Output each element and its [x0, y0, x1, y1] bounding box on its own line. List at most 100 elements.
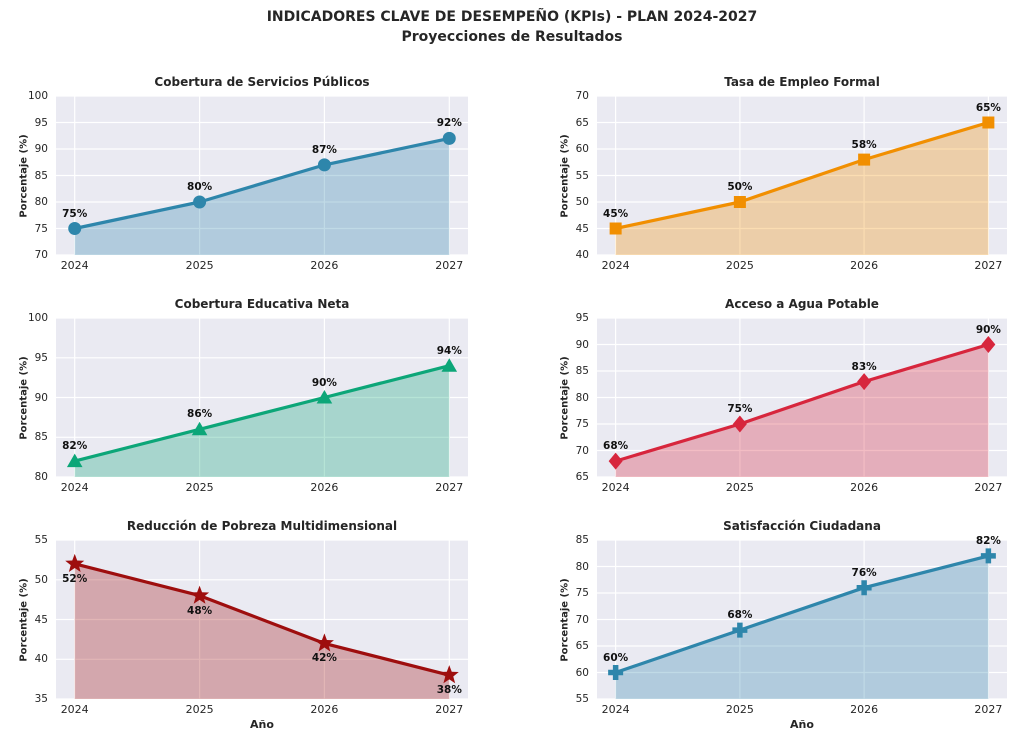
x-tick-label: 2025 [185, 259, 214, 272]
value-annotation: 42% [311, 652, 337, 665]
area-fill [74, 563, 450, 699]
star-marker [190, 585, 210, 604]
x-tick-label: 2027 [435, 703, 464, 716]
y-tick-label: 80 [575, 391, 589, 404]
y-tick-label: 40 [575, 249, 589, 261]
y-tick-label: 80 [34, 196, 48, 208]
subplot-5: Reducción de Pobreza Multidimensional Por… [19, 519, 468, 731]
y-tick-label: 40 [34, 653, 48, 666]
y-tick-label: 65 [575, 640, 589, 652]
value-annotation: 87% [311, 143, 337, 156]
subplot-title: Satisfacción Ciudadana [723, 519, 881, 533]
circle-marker [317, 158, 331, 172]
trend-line [614, 554, 990, 675]
x-tick-label: 2025 [725, 481, 754, 494]
y-tick-label: 75 [575, 418, 589, 430]
square-marker [609, 222, 622, 235]
value-annotation: 75% [62, 207, 88, 220]
x-tick-label: 2024 [601, 481, 630, 494]
value-annotation: 83% [851, 360, 877, 373]
y-tick-label: 75 [575, 587, 589, 599]
diamond-marker [608, 452, 623, 470]
value-annotation: 76% [851, 566, 877, 579]
y-tick-label: 45 [34, 613, 48, 626]
y-tick-label: 50 [575, 196, 589, 208]
square-marker [982, 116, 995, 129]
x-tick-label: 2027 [974, 481, 1003, 494]
figure-title-line2: Proyecciones de Resultados [401, 29, 623, 46]
x-tick-label: 2025 [725, 259, 754, 272]
subplot-canvas [597, 96, 1007, 255]
y-tick-label: 95 [575, 312, 589, 324]
x-tick-label: 2027 [435, 481, 464, 494]
value-annotation: 60% [603, 651, 629, 664]
y-tick-label: 55 [575, 693, 589, 705]
trend-line [73, 562, 451, 677]
y-tick-label: 80 [575, 560, 589, 573]
trend-line [614, 342, 990, 463]
y-tick-label: 70 [34, 249, 48, 261]
value-annotation: 82% [975, 534, 1001, 547]
subplot-3: Cobertura Educativa Neta Porcentaje (%) 80… [19, 297, 468, 494]
value-annotation: 75% [727, 403, 753, 415]
x-tick-label: 2026 [850, 481, 879, 494]
y-tick-label: 75 [34, 222, 48, 235]
value-annotation: 92% [436, 117, 462, 130]
subplot-canvas [56, 96, 468, 255]
y-tick-label: 65 [575, 116, 589, 129]
subplot-4: Acceso a Agua Potable Porcentaje (%) 65 70 7… [560, 297, 1007, 494]
x-tick-label: 2026 [850, 259, 879, 272]
area-fill [615, 122, 989, 255]
subplot-6: Satisfacción Ciudadana Porcentaje (%) 55 60… [560, 519, 1007, 731]
diamond-marker [732, 415, 747, 433]
value-annotation: 80% [187, 181, 213, 193]
diamond-marker [981, 336, 996, 353]
y-tick-label: 45 [575, 222, 589, 235]
value-annotation: 48% [187, 604, 213, 617]
y-tick-label: 100 [27, 312, 48, 324]
y-tick-label: 95 [34, 116, 48, 129]
figure-title: INDICADORES CLAVE DE DESEMPEÑO (KPIs) - … [0, 7, 1024, 48]
y-tick-label: 70 [575, 90, 589, 102]
value-annotation: 68% [727, 609, 753, 622]
area-fill [74, 138, 450, 255]
value-annotation: 86% [187, 408, 213, 421]
y-tick-label: 50 [34, 573, 48, 586]
x-axis-label: Año [250, 718, 274, 731]
trend-line [73, 136, 451, 231]
y-tick-label: 70 [575, 613, 589, 626]
subplot-canvas [597, 318, 1007, 477]
subplot-title: Cobertura de Servicios Públicos [154, 75, 370, 89]
value-annotation: 65% [975, 101, 1001, 114]
x-tick-label: 2025 [185, 481, 214, 494]
value-annotation: 68% [603, 440, 629, 453]
value-annotation: 58% [851, 138, 877, 151]
x-tick-label: 2026 [310, 481, 339, 494]
value-annotation: 45% [603, 207, 629, 220]
y-tick-label: 60 [575, 666, 589, 679]
plus-marker [732, 622, 748, 638]
value-annotation: 94% [436, 344, 462, 357]
square-marker [733, 196, 746, 208]
subplot-title: Tasa de Empleo Formal [724, 75, 880, 89]
value-annotation: 52% [62, 572, 88, 585]
subplot-canvas [56, 540, 468, 699]
subplot-canvas [597, 540, 1007, 699]
plus-marker [856, 580, 872, 596]
x-tick-label: 2026 [850, 703, 879, 716]
y-tick-label: 65 [575, 471, 589, 483]
circle-marker [193, 195, 207, 209]
x-tick-label: 2024 [60, 259, 89, 272]
star-marker [439, 665, 459, 684]
x-tick-label: 2024 [60, 481, 89, 494]
diamond-marker [857, 373, 872, 391]
subplot-canvas [56, 318, 468, 477]
x-axis-label: Año [790, 718, 814, 731]
area-fill [615, 344, 989, 477]
plus-marker [608, 665, 624, 680]
triangle-marker [441, 358, 458, 372]
figure-title-line1: INDICADORES CLAVE DE DESEMPEÑO (KPIs) - … [266, 9, 758, 25]
x-tick-label: 2026 [310, 259, 339, 272]
star-marker [65, 553, 85, 572]
